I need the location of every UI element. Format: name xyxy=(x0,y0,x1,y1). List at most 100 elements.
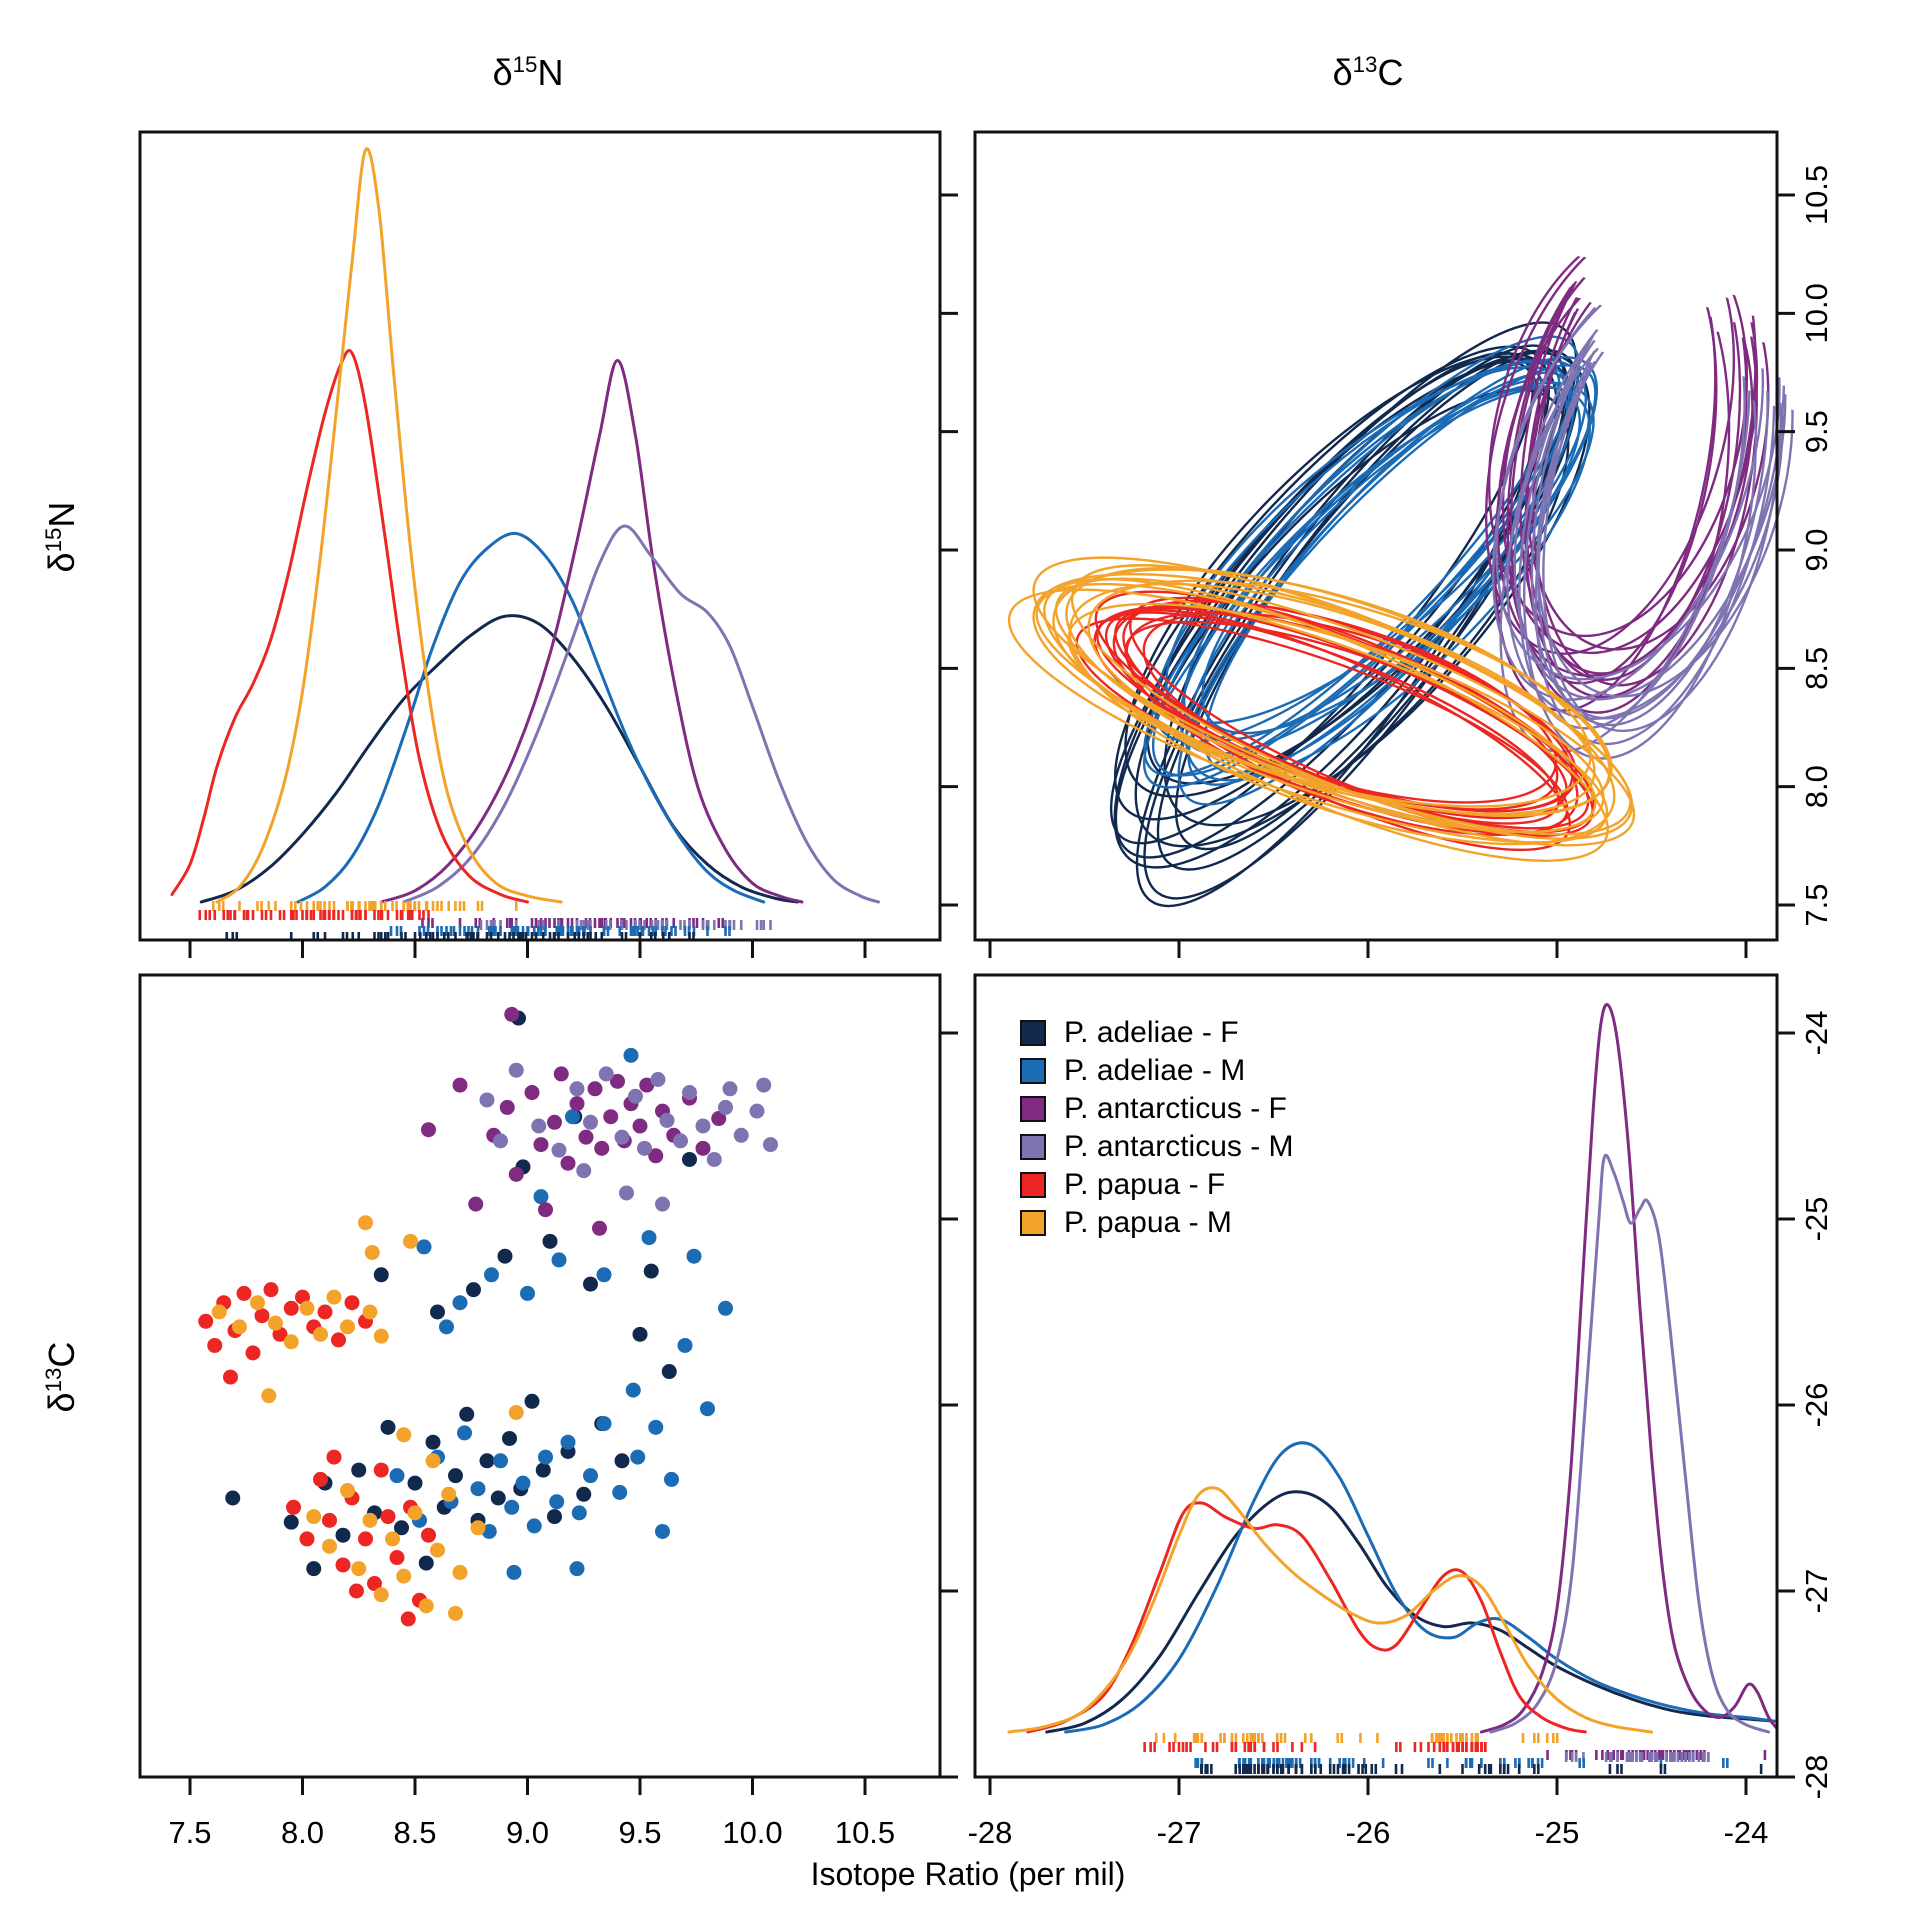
scatter-point-antarcticus_f xyxy=(610,1073,625,1089)
legend-entry-antarcticus_m: P. antarcticus - M xyxy=(1020,1128,1294,1166)
ellipse-papua_m xyxy=(1054,577,1636,847)
scatter-point-adeliae_f xyxy=(502,1430,517,1446)
scatter-point-adeliae_m xyxy=(452,1295,468,1311)
scatter-point-antarcticus_m xyxy=(551,1142,567,1158)
scatter-point-adeliae_m xyxy=(648,1419,664,1435)
scatter-point-antarcticus_m xyxy=(650,1072,666,1087)
legend-label: P. papua - F xyxy=(1064,1168,1226,1201)
scatter-point-antarcticus_f xyxy=(711,1111,727,1127)
scatter-point-adeliae_f xyxy=(394,1520,409,1536)
scatter-point-papua_m xyxy=(508,1404,524,1420)
scatter-point-adeliae_f xyxy=(225,1490,241,1506)
panel-density-d13c xyxy=(1007,1002,1777,1774)
scatter-point-adeliae_m xyxy=(533,1189,549,1205)
scatter-point-antarcticus_m xyxy=(614,1129,630,1145)
scatter-point-papua_f xyxy=(349,1583,364,1599)
scatter-point-antarcticus_f xyxy=(603,1109,619,1125)
legend-swatch-antarcticus_f xyxy=(1020,1096,1046,1122)
scatter-point-antarcticus_f xyxy=(648,1148,664,1164)
density-curve-antarcticus_f xyxy=(1479,1002,1777,1734)
tick-label: -27 xyxy=(1157,1815,1202,1850)
scatter-point-antarcticus_m xyxy=(673,1133,688,1149)
scatter-point-papua_f xyxy=(299,1531,315,1547)
scatter-point-papua_f xyxy=(367,1576,382,1592)
scatter-point-adeliae_f xyxy=(351,1462,367,1478)
scatter-point-adeliae_m xyxy=(571,1505,587,1521)
scatter-point-adeliae_m xyxy=(549,1494,565,1510)
density-curve-adeliae_m xyxy=(296,531,766,904)
scatter-point-adeliae_m xyxy=(506,1564,522,1580)
scatter-point-antarcticus_m xyxy=(756,1077,772,1093)
scatter-point-papua_f xyxy=(421,1527,436,1543)
scatter-point-antarcticus_f xyxy=(547,1114,562,1130)
scatter-point-adeliae_m xyxy=(677,1337,693,1353)
scatter-point-papua_m xyxy=(322,1538,337,1554)
scatter-point-papua_m xyxy=(283,1334,299,1350)
panel-border-br xyxy=(973,973,1779,1779)
scatter-point-antarcticus_m xyxy=(749,1103,765,1119)
scatter-point-antarcticus_f xyxy=(578,1129,594,1145)
scatter-point-adeliae_f xyxy=(283,1514,299,1530)
scatter-point-papua_f xyxy=(400,1611,416,1627)
legend-label: P. adeliae - F xyxy=(1064,1016,1239,1049)
row-title-d15n: δ15N xyxy=(41,501,82,573)
ellipse-papua_m xyxy=(1032,556,1632,836)
scatter-point-adeliae_m xyxy=(439,1319,454,1335)
scatter-point-antarcticus_m xyxy=(628,1088,643,1104)
ellipse-papua_m xyxy=(1043,578,1609,862)
scatter-point-adeliae_m xyxy=(560,1434,576,1450)
density-curve-papua_f xyxy=(1026,1501,1587,1734)
ellipse-adeliae_m xyxy=(1153,360,1571,744)
scatter-point-papua_m xyxy=(407,1505,423,1521)
scatter-point-adeliae_f xyxy=(547,1509,562,1525)
legend-swatch-papua_m xyxy=(1020,1210,1046,1236)
scatter-point-antarcticus_f xyxy=(560,1155,576,1171)
tick-label: -25 xyxy=(1535,1815,1580,1850)
scatter-point-antarcticus_f xyxy=(499,1099,515,1115)
scatter-point-papua_f xyxy=(344,1295,360,1311)
scatter-point-papua_m xyxy=(268,1315,283,1331)
scatter-point-antarcticus_f xyxy=(639,1077,655,1093)
scatter-point-papua_m xyxy=(441,1486,457,1502)
scatter-point-adeliae_m xyxy=(623,1047,639,1063)
ellipse-papua_f xyxy=(1075,617,1569,835)
density-curve-antarcticus_m xyxy=(402,524,880,904)
scatter-point-adeliae_m xyxy=(630,1449,646,1465)
scatter-point-adeliae_m xyxy=(457,1425,472,1441)
scatter-point-papua_f xyxy=(263,1282,279,1298)
scatter-point-antarcticus_f xyxy=(553,1066,569,1082)
scatter-point-papua_f xyxy=(245,1345,261,1361)
scatter-point-adeliae_m xyxy=(416,1239,432,1255)
scatter-point-antarcticus_m xyxy=(531,1118,547,1134)
tick-label: 10.0 xyxy=(1799,283,1834,343)
scatter-point-adeliae_m xyxy=(655,1523,670,1539)
scatter-point-antarcticus_m xyxy=(619,1185,634,1201)
scatter-point-antarcticus_f xyxy=(533,1137,549,1153)
scatter-point-papua_m xyxy=(425,1453,441,1469)
panel-border-bl xyxy=(138,973,942,1779)
scatter-point-antarcticus_f xyxy=(569,1096,585,1112)
scatter-point-adeliae_f xyxy=(643,1263,659,1279)
scatter-point-adeliae_f xyxy=(380,1419,396,1435)
scatter-point-adeliae_m xyxy=(565,1109,580,1125)
scatter-point-adeliae_m xyxy=(515,1475,531,1491)
ellipse-antarcticus_m xyxy=(1537,290,1769,727)
scatter-point-adeliae_f xyxy=(682,1151,697,1167)
scatter-point-papua_f xyxy=(326,1449,342,1465)
scatter-point-papua_m xyxy=(430,1542,445,1558)
scatter-point-adeliae_m xyxy=(686,1248,702,1264)
scatter-point-antarcticus_f xyxy=(504,1006,520,1022)
ellipse-papua_m xyxy=(1068,582,1616,846)
legend-entry-papua_m: P. papua - M xyxy=(1020,1204,1294,1242)
ellipse-papua_m xyxy=(1067,602,1605,834)
scatter-point-papua_f xyxy=(322,1512,337,1528)
scatter-point-adeliae_f xyxy=(459,1406,475,1422)
scatter-point-papua_f xyxy=(358,1531,373,1547)
scatter-point-antarcticus_m xyxy=(733,1127,749,1143)
scatter-point-adeliae_m xyxy=(551,1252,567,1268)
scatter-point-antarcticus_m xyxy=(718,1099,733,1115)
scatter-point-papua_f xyxy=(335,1557,351,1573)
scatter-point-adeliae_f xyxy=(535,1462,551,1478)
